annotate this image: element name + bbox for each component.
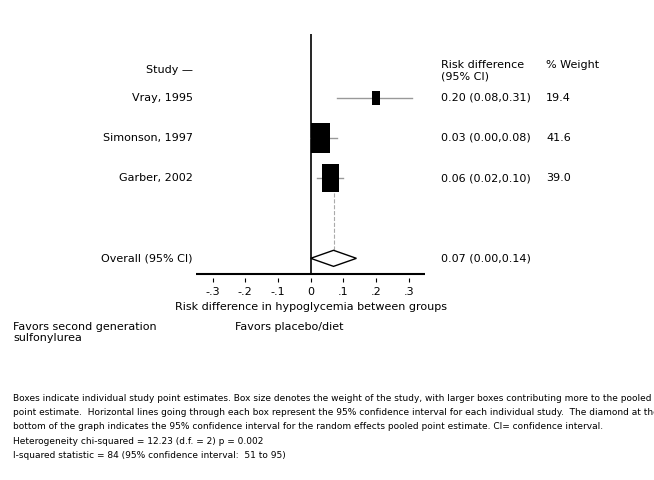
Text: Favors second generation
sulfonylurea: Favors second generation sulfonylurea [13, 322, 157, 343]
Text: Garber, 2002: Garber, 2002 [119, 173, 193, 183]
Text: Overall (95% CI): Overall (95% CI) [101, 253, 193, 264]
Text: Heterogeneity chi-squared = 12.23 (d.f. = 2) p = 0.002: Heterogeneity chi-squared = 12.23 (d.f. … [13, 437, 264, 446]
Text: Study —: Study — [146, 65, 193, 75]
Text: 19.4: 19.4 [546, 93, 571, 103]
Text: 39.0: 39.0 [546, 173, 571, 183]
Text: 0.06 (0.02,0.10): 0.06 (0.02,0.10) [441, 173, 531, 183]
X-axis label: Risk difference in hypoglycemia between groups: Risk difference in hypoglycemia between … [175, 301, 447, 312]
Text: % Weight: % Weight [546, 60, 599, 70]
Text: Boxes indicate individual study point estimates. Box size denotes the weight of : Boxes indicate individual study point es… [13, 394, 651, 403]
Text: Risk difference
(95% CI): Risk difference (95% CI) [441, 60, 525, 81]
Polygon shape [311, 250, 356, 266]
Text: 41.6: 41.6 [546, 133, 571, 143]
Bar [371, 91, 381, 105]
Text: Simonson, 1997: Simonson, 1997 [103, 133, 193, 143]
Text: 0.03 (0.00,0.08): 0.03 (0.00,0.08) [441, 133, 531, 143]
Text: Vray, 1995: Vray, 1995 [132, 93, 193, 103]
Text: Favors placebo/diet: Favors placebo/diet [235, 322, 344, 332]
Text: I-squared statistic = 84 (95% confidence interval:  51 to 95): I-squared statistic = 84 (95% confidence… [13, 451, 286, 460]
Text: point estimate.  Horizontal lines going through each box represent the 95% confi: point estimate. Horizontal lines going t… [13, 408, 654, 417]
Text: 0.20 (0.08,0.31): 0.20 (0.08,0.31) [441, 93, 531, 103]
Bar [322, 164, 339, 192]
Text: 0.07 (0.00,0.14): 0.07 (0.00,0.14) [441, 253, 531, 264]
Text: bottom of the graph indicates the 95% confidence interval for the random effects: bottom of the graph indicates the 95% co… [13, 422, 603, 432]
Bar [311, 123, 330, 153]
